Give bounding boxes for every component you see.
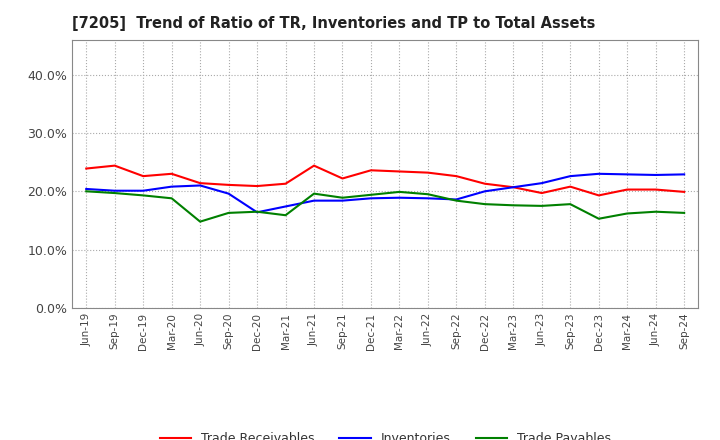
Trade Receivables — [110, 163, 119, 168]
Inventories — [139, 188, 148, 193]
Line: Inventories: Inventories — [86, 174, 684, 213]
Trade Payables — [452, 198, 461, 203]
Trade Receivables — [167, 171, 176, 176]
Trade Payables — [282, 213, 290, 218]
Trade Payables — [537, 203, 546, 209]
Inventories — [225, 191, 233, 196]
Trade Payables — [310, 191, 318, 196]
Inventories — [253, 210, 261, 215]
Inventories — [110, 188, 119, 193]
Trade Receivables — [253, 183, 261, 189]
Trade Payables — [652, 209, 660, 214]
Trade Receivables — [139, 173, 148, 179]
Trade Receivables — [595, 193, 603, 198]
Inventories — [196, 183, 204, 188]
Trade Payables — [196, 219, 204, 224]
Trade Receivables — [282, 181, 290, 187]
Inventories — [509, 185, 518, 190]
Inventories — [623, 172, 631, 177]
Trade Payables — [680, 210, 688, 216]
Trade Receivables — [509, 185, 518, 190]
Inventories — [480, 189, 489, 194]
Inventories — [310, 198, 318, 203]
Line: Trade Receivables: Trade Receivables — [86, 165, 684, 195]
Trade Payables — [225, 210, 233, 216]
Line: Trade Payables: Trade Payables — [86, 191, 684, 222]
Inventories — [282, 204, 290, 209]
Trade Payables — [253, 209, 261, 214]
Inventories — [652, 172, 660, 178]
Trade Receivables — [537, 191, 546, 196]
Trade Receivables — [310, 163, 318, 168]
Trade Payables — [423, 191, 432, 197]
Inventories — [395, 195, 404, 200]
Trade Receivables — [225, 182, 233, 187]
Trade Payables — [395, 189, 404, 194]
Trade Payables — [566, 202, 575, 207]
Trade Receivables — [338, 176, 347, 181]
Trade Payables — [167, 196, 176, 201]
Trade Receivables — [680, 189, 688, 194]
Trade Receivables — [652, 187, 660, 192]
Legend: Trade Receivables, Inventories, Trade Payables: Trade Receivables, Inventories, Trade Pa… — [155, 427, 616, 440]
Trade Receivables — [452, 173, 461, 179]
Trade Receivables — [395, 169, 404, 174]
Inventories — [423, 196, 432, 201]
Inventories — [537, 180, 546, 186]
Trade Receivables — [623, 187, 631, 192]
Trade Receivables — [366, 168, 375, 173]
Inventories — [595, 171, 603, 176]
Text: [7205]  Trend of Ratio of TR, Inventories and TP to Total Assets: [7205] Trend of Ratio of TR, Inventories… — [72, 16, 595, 32]
Trade Payables — [595, 216, 603, 221]
Trade Payables — [623, 211, 631, 216]
Inventories — [566, 173, 575, 179]
Inventories — [452, 197, 461, 202]
Trade Payables — [110, 191, 119, 196]
Inventories — [338, 198, 347, 203]
Trade Receivables — [480, 181, 489, 187]
Trade Payables — [338, 195, 347, 200]
Trade Payables — [82, 189, 91, 194]
Inventories — [366, 196, 375, 201]
Inventories — [680, 172, 688, 177]
Inventories — [167, 184, 176, 189]
Trade Payables — [480, 202, 489, 207]
Trade Payables — [139, 193, 148, 198]
Trade Payables — [509, 203, 518, 208]
Trade Receivables — [82, 166, 91, 171]
Inventories — [82, 186, 91, 191]
Trade Receivables — [423, 170, 432, 175]
Trade Receivables — [196, 180, 204, 186]
Trade Payables — [366, 192, 375, 198]
Trade Receivables — [566, 184, 575, 189]
